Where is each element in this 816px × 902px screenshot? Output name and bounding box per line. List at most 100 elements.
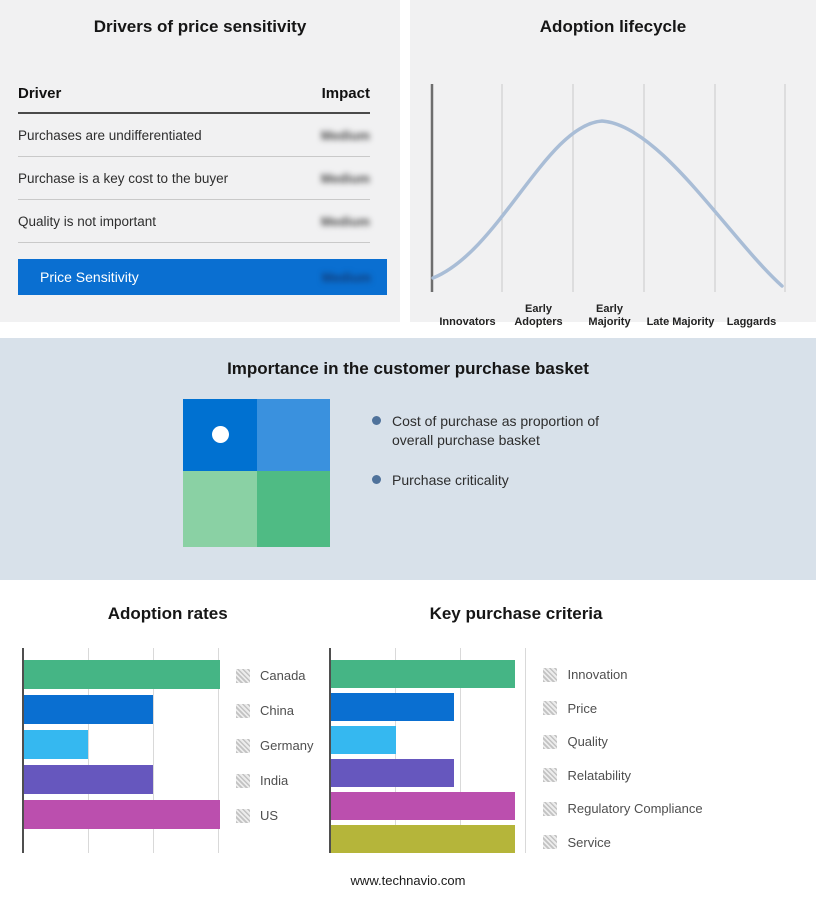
legend-swatch-icon xyxy=(543,801,558,816)
basket-bullets: Cost of purchase as proportion of overal… xyxy=(372,399,636,547)
stage-label: Early Majority xyxy=(588,302,631,329)
col-driver: Driver xyxy=(18,85,62,102)
legend-swatch-icon xyxy=(543,768,558,783)
bullet-dot-icon xyxy=(372,416,381,425)
table-row: Quality is not important Medium xyxy=(18,200,370,243)
bar-regulatory-compliance xyxy=(331,792,515,820)
summary-label: Price Sensitivity xyxy=(40,269,139,285)
basket-title: Importance in the customer purchase bask… xyxy=(227,359,589,378)
bar-relatability xyxy=(331,759,454,787)
lifecycle-stage-labels: Innovators Early Adopters Early Majority… xyxy=(432,302,787,330)
legend-item: US xyxy=(236,798,313,833)
bar-china xyxy=(24,695,153,724)
legend-item: Canada xyxy=(236,658,313,693)
table-row: Purchases are undifferentiated Medium xyxy=(18,114,370,157)
legend-label: China xyxy=(260,703,294,718)
legend-label: Price xyxy=(567,700,598,716)
bar-us xyxy=(24,800,221,829)
summary-impact-blurred: Medium xyxy=(321,269,371,285)
legend-label: Innovation xyxy=(567,667,628,683)
legend-item: Innovation xyxy=(543,658,702,692)
col-impact: Impact xyxy=(321,85,370,102)
quadrant-bottom-left xyxy=(183,471,257,547)
stage-label: Early Adopters xyxy=(514,302,563,329)
table-row: Purchase is a key cost to the buyer Medi… xyxy=(18,157,370,200)
legend-item: Price xyxy=(543,692,702,726)
lifecycle-panel: Adoption lifecycle Innovators Early Adop… xyxy=(410,0,816,328)
bullet-text: Cost of purchase as proportion of overal… xyxy=(392,413,600,448)
adoption-rates-legend: Canada China Germany India US xyxy=(236,648,313,853)
driver-label: Purchase is a key cost to the buyer xyxy=(18,170,229,186)
legend-item: Relatability xyxy=(543,759,702,793)
legend-swatch-icon xyxy=(236,808,250,823)
impact-value-blurred: Medium xyxy=(320,213,370,229)
stage-label: Laggards xyxy=(726,316,777,329)
quadrant-top-left xyxy=(183,399,257,471)
adoption-rates-plot xyxy=(22,648,222,853)
price-sensitivity-summary: Price Sensitivity Medium xyxy=(18,259,387,295)
bar-price xyxy=(331,693,454,721)
bar-india xyxy=(24,765,153,794)
legend-item: Germany xyxy=(236,728,313,763)
legend-label: India xyxy=(260,773,289,788)
bar-quality xyxy=(331,726,396,754)
legend-label: Canada xyxy=(260,668,306,683)
impact-value-blurred: Medium xyxy=(320,127,370,143)
quadrant-top-right xyxy=(257,399,330,471)
driver-label: Quality is not important xyxy=(18,213,157,229)
legend-label: Regulatory Compliance xyxy=(567,801,703,817)
marker-dot-icon xyxy=(212,426,229,443)
bullet-item: Cost of purchase as proportion of overal… xyxy=(372,412,636,450)
legend-label: Service xyxy=(567,834,611,850)
quadrant-graphic xyxy=(183,399,330,547)
legend-swatch-icon xyxy=(543,701,558,716)
basket-body: Cost of purchase as proportion of overal… xyxy=(183,399,816,547)
legend-swatch-icon xyxy=(236,703,250,718)
bar-innovation xyxy=(331,660,515,688)
legend-swatch-icon xyxy=(236,773,250,788)
key-purchase-criteria-block: Key purchase criteria Innovation Price Q… xyxy=(329,604,703,860)
bar-canada xyxy=(24,660,221,689)
bullet-item: Purchase criticality xyxy=(372,471,636,490)
drivers-panel: Drivers of price sensitivity Driver Impa… xyxy=(0,0,400,322)
adoption-rates-chart: Canada China Germany India US xyxy=(22,648,313,853)
bottom-charts-row: Adoption rates Canada China Germany Indi… xyxy=(0,604,816,859)
driver-label: Purchases are undifferentiated xyxy=(18,127,202,143)
key-purchase-criteria-legend: Innovation Price Quality Relatability Re… xyxy=(543,648,703,860)
drivers-title: Drivers of price sensitivity xyxy=(93,17,307,36)
legend-item: Service xyxy=(543,826,702,860)
footer-url: www.technavio.com xyxy=(350,873,466,888)
top-row: Drivers of price sensitivity Driver Impa… xyxy=(0,0,816,328)
lifecycle-chart: Innovators Early Adopters Early Majority… xyxy=(430,81,790,330)
bullet-text: Purchase criticality xyxy=(392,471,509,488)
lifecycle-title: Adoption lifecycle xyxy=(539,17,687,36)
stage-label: Late Majority xyxy=(646,316,715,329)
drivers-table-header: Driver Impact xyxy=(18,85,370,114)
bullet-dot-icon xyxy=(372,474,381,484)
key-purchase-criteria-plot xyxy=(329,648,530,853)
legend-swatch-icon xyxy=(236,738,250,753)
key-purchase-criteria-chart: Innovation Price Quality Relatability Re… xyxy=(329,648,703,860)
lifecycle-curve-svg xyxy=(430,84,786,292)
impact-value-blurred: Medium xyxy=(320,170,370,186)
legend-item: India xyxy=(236,763,313,798)
drivers-table: Driver Impact Purchases are undifferenti… xyxy=(18,85,370,243)
adoption-curve xyxy=(431,119,784,288)
legend-label: Relatability xyxy=(567,767,632,783)
adoption-rates-title: Adoption rates xyxy=(107,604,228,623)
legend-swatch-icon xyxy=(543,667,558,682)
bar-service xyxy=(331,825,515,853)
legend-swatch-icon xyxy=(236,668,250,683)
legend-label: Quality xyxy=(567,734,608,750)
quadrant-bottom-right xyxy=(257,471,330,547)
footer: www.technavio.com xyxy=(0,873,816,888)
adoption-rates-block: Adoption rates Canada China Germany Indi… xyxy=(22,604,313,859)
stage-label: Innovators xyxy=(439,316,496,329)
bar-germany xyxy=(24,730,89,759)
legend-swatch-icon xyxy=(543,835,558,850)
purchase-basket-band: Importance in the customer purchase bask… xyxy=(0,338,816,580)
key-purchase-criteria-title: Key purchase criteria xyxy=(429,604,603,623)
legend-item: Regulatory Compliance xyxy=(543,792,703,826)
legend-swatch-icon xyxy=(543,734,558,749)
